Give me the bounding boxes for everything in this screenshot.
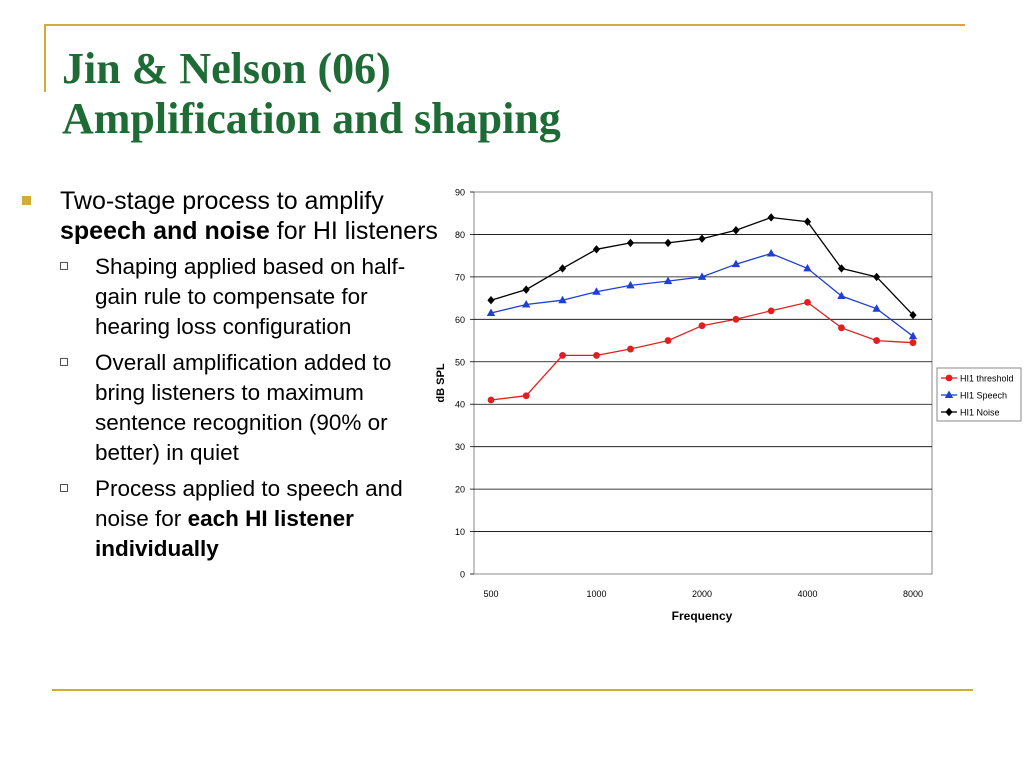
bullet-text-end: for HI listeners <box>269 217 438 245</box>
y-tick-label: 20 <box>455 485 465 495</box>
legend-label: HI1 Noise <box>960 408 1000 418</box>
data-point <box>731 259 741 268</box>
data-point <box>487 296 495 305</box>
hollow-square-bullet-icon <box>60 358 68 366</box>
y-tick-label: 70 <box>455 272 465 282</box>
data-point <box>697 272 707 280</box>
title-line-2: Amplification and shaping <box>62 94 561 143</box>
y-tick-label: 80 <box>455 230 465 240</box>
x-tick-label: 1000 <box>586 589 606 599</box>
sub-bullet-amplification: Overall amplification added to bring lis… <box>22 348 442 468</box>
data-point <box>838 324 845 332</box>
y-tick-label: 50 <box>455 357 465 367</box>
data-point <box>627 345 634 353</box>
data-point <box>732 315 740 323</box>
sub-bullet-text: Shaping applied based on half-gain rule … <box>95 254 406 339</box>
legend-marker <box>945 407 953 417</box>
data-point <box>873 272 881 282</box>
top-rule <box>44 24 965 26</box>
bullet-two-stage: Two-stage process to amplify speech and … <box>22 186 442 246</box>
left-rule <box>44 24 46 92</box>
data-point <box>592 287 601 295</box>
legend-label: HI1 threshold <box>960 374 1014 384</box>
data-point <box>872 304 881 312</box>
square-bullet-icon <box>22 196 31 205</box>
sub-bullet-process: Process applied to speech and noise for … <box>22 474 442 564</box>
data-point <box>767 307 775 315</box>
x-tick-label: 500 <box>483 589 498 599</box>
sub-bullet-text: Process applied to speech and noise for <box>95 476 403 531</box>
bottom-rule <box>52 689 973 691</box>
data-point <box>558 264 567 273</box>
data-point <box>698 234 706 243</box>
data-point <box>663 276 673 285</box>
data-point <box>664 337 672 344</box>
hollow-square-bullet-icon <box>60 484 68 492</box>
data-point <box>486 308 496 316</box>
data-point <box>803 217 812 226</box>
legend-label: HI1 Speech <box>960 391 1007 401</box>
y-tick-label: 0 <box>460 570 465 580</box>
data-point <box>559 352 566 359</box>
data-point <box>909 339 917 347</box>
data-point <box>664 238 672 248</box>
hollow-square-bullet-icon <box>60 262 68 270</box>
bullet-bold-text: speech and noise <box>60 217 270 245</box>
data-point <box>908 331 918 340</box>
y-tick-label: 10 <box>455 527 465 537</box>
data-point <box>592 245 601 254</box>
data-point <box>732 226 740 235</box>
data-point <box>767 213 775 222</box>
plot-area <box>473 191 933 575</box>
x-tick-label: 4000 <box>797 589 817 599</box>
legend-marker <box>944 390 954 398</box>
data-point <box>873 337 881 344</box>
title-line-1: Jin & Nelson (06) <box>62 44 391 93</box>
y-tick-label: 30 <box>455 442 465 452</box>
data-point <box>626 238 635 248</box>
x-tick-label: 2000 <box>692 589 712 599</box>
data-point <box>558 295 567 304</box>
data-point <box>521 299 531 308</box>
data-point <box>766 249 776 257</box>
sub-bullet-shaping: Shaping applied based on half-gain rule … <box>22 252 442 342</box>
data-point <box>698 322 706 330</box>
x-tick-label: 8000 <box>903 589 923 599</box>
slide-title: Jin & Nelson (06) Amplification and shap… <box>62 44 561 144</box>
y-axis-label: dB SPL <box>435 363 447 402</box>
data-point <box>803 263 812 272</box>
y-tick-label: 60 <box>455 315 465 325</box>
data-point <box>487 396 495 404</box>
data-point <box>626 280 635 289</box>
data-point <box>909 310 917 320</box>
sub-bullet-text: Overall amplification added to bring lis… <box>95 350 392 465</box>
y-tick-label: 90 <box>455 188 465 198</box>
sub-bullet-bold-text: each HI listener individually <box>95 506 354 561</box>
bullet-text: Two-stage process to amplify <box>60 187 384 215</box>
legend-marker <box>945 374 953 382</box>
data-point <box>522 392 530 400</box>
data-point <box>837 264 846 273</box>
x-axis-label: Frequency <box>672 609 733 623</box>
data-point <box>522 285 530 294</box>
data-point <box>804 298 811 306</box>
bullet-list: Two-stage process to amplify speech and … <box>22 186 442 564</box>
data-point <box>837 291 846 299</box>
data-point <box>593 352 600 359</box>
y-tick-label: 40 <box>455 400 465 410</box>
